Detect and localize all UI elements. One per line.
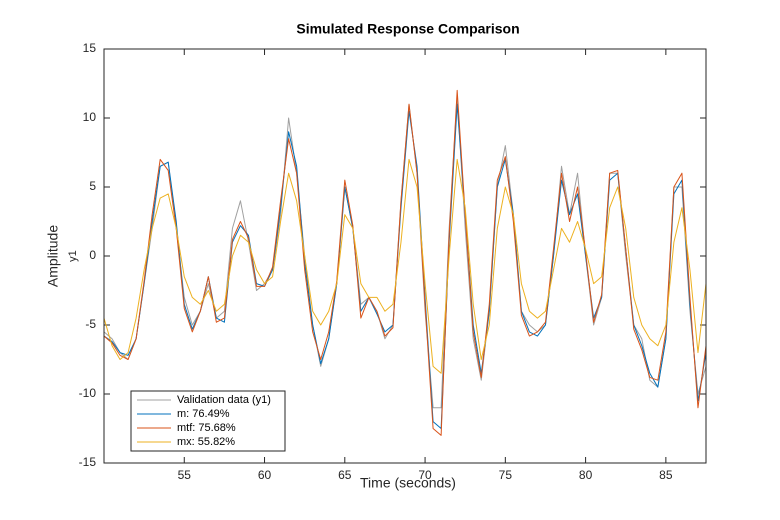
legend-label: mx: 55.82% — [177, 436, 235, 448]
x-tick-label: 55 — [178, 468, 192, 482]
x-tick-label: 80 — [579, 468, 593, 482]
y-tick-label: -10 — [79, 386, 97, 400]
y-tick-label: -15 — [79, 455, 97, 469]
x-tick-label: 85 — [659, 468, 673, 482]
x-axis-label: Time (seconds) — [360, 475, 456, 491]
x-tick-label: 70 — [418, 468, 432, 482]
legend-label: mtf: 75.68% — [177, 422, 236, 434]
x-tick-label: 60 — [258, 468, 272, 482]
x-tick-label: 65 — [338, 468, 352, 482]
y-tick-label: 0 — [89, 248, 96, 262]
y-tick-label: 5 — [89, 179, 96, 193]
legend-label: m: 76.49% — [177, 408, 230, 420]
plot-area — [104, 89, 706, 436]
y-channel-label: y1 — [67, 250, 79, 262]
axes-box — [103, 48, 707, 464]
y-tick-label: -5 — [85, 317, 96, 331]
chart-title: Simulated Response Comparison — [296, 21, 519, 37]
y-tick-label: 10 — [83, 110, 97, 124]
legend-label: Validation data (y1) — [177, 394, 271, 406]
series-line — [104, 158, 706, 374]
legend-box — [130, 390, 286, 452]
y-axis-label: Amplitude — [45, 225, 61, 287]
series-line — [104, 89, 706, 436]
x-tick-label: 75 — [499, 468, 513, 482]
y-tick-label: 15 — [83, 41, 97, 55]
